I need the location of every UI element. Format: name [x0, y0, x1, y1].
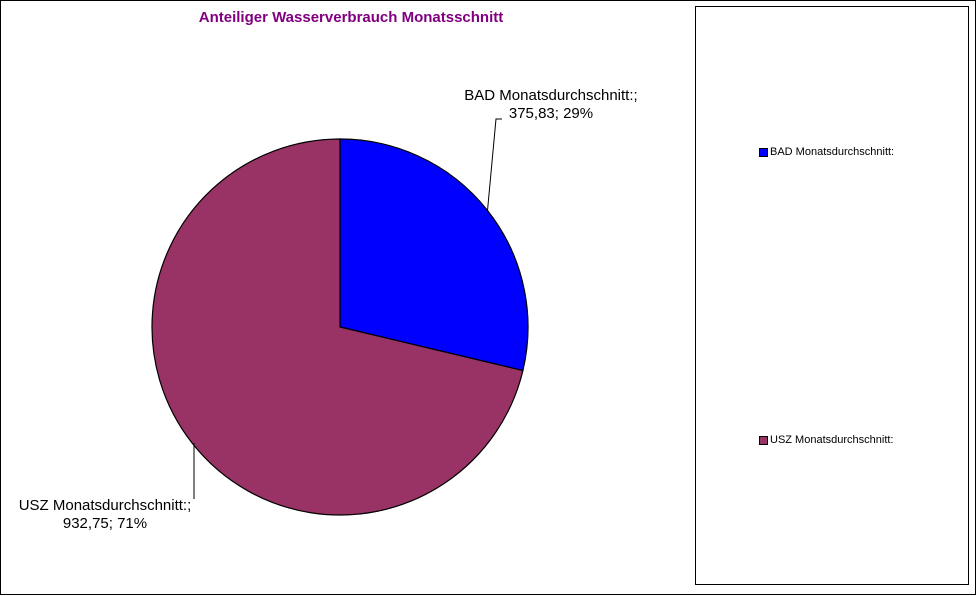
data-label-bad-name: BAD Monatsdurchschnitt:; [464, 87, 638, 104]
legend-swatch-bad [759, 147, 768, 157]
pie-slice-usz[interactable] [151, 138, 524, 516]
data-label-usz-value: 932,75; 71% [62, 515, 148, 532]
data-label-usz-name: USZ Monatsdurchschnitt:; [18, 497, 192, 514]
legend-entry-usz[interactable]: USZ Monatsdurchschnitt: [759, 434, 894, 446]
leader-line-bad [487, 118, 502, 211]
data-label-bad-value: 375,83; 29% [508, 105, 594, 122]
legend-label-bad: BAD Monatsdurchschnitt: [770, 146, 895, 158]
legend-swatch-usz [759, 435, 768, 445]
data-label-usz: USZ Monatsdurchschnitt:; 932,75; 71% [1, 497, 209, 533]
data-label-bad: BAD Monatsdurchschnitt:; 375,83; 29% [441, 87, 661, 123]
legend: BAD Monatsdurchschnitt: USZ Monatsdurchs… [695, 6, 969, 585]
legend-entry-bad[interactable]: BAD Monatsdurchschnitt: [759, 146, 894, 158]
chart-title: Anteiliger Wasserverbrauch Monatsschnitt [198, 9, 504, 26]
legend-label-usz: USZ Monatsdurchschnitt: [770, 434, 894, 446]
